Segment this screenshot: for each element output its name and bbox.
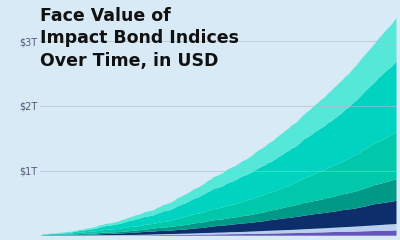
Text: Face Value of
Impact Bond Indices
Over Time, in USD: Face Value of Impact Bond Indices Over T… — [40, 7, 239, 70]
